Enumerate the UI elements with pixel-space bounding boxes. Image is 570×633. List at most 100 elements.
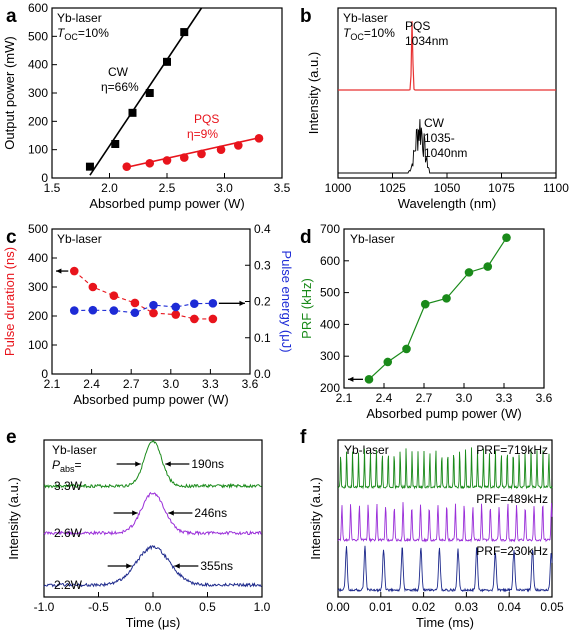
x-tick-label: 2.4 (83, 377, 100, 391)
peak-range-cw-2: 1040nm (424, 146, 467, 160)
y-tick-label: 200 (28, 309, 48, 323)
x-tick-label: 3.6 (242, 377, 259, 391)
y-axis-label: Intensity (a.u.) (6, 477, 21, 559)
x-axis-label: Time (μs) (126, 615, 181, 630)
panel-letter-a: a (6, 6, 17, 27)
data-point-pqs (234, 141, 243, 150)
panel-d: 2.1 2.4 2.7 3.0 3.3 3.6 200 300 400 500 600 700 Abso… (299, 222, 553, 421)
pulse-trace-2 (43, 545, 262, 588)
x-tick-label: 1025 (379, 181, 406, 195)
x-tick-label: 0.05 (540, 600, 564, 614)
y-right-tick-label: 0.4 (254, 222, 271, 236)
data-point-prf (464, 268, 474, 277)
series-line-prf (368, 237, 508, 380)
x-tick-label: 1.0 (254, 600, 271, 614)
fwhm-arrow-left-head (132, 510, 138, 516)
x-tick-label: 3.3 (496, 391, 513, 405)
x-tick-label: 3.5 (274, 181, 291, 195)
x-tick-label: 3.0 (456, 391, 473, 405)
peak-label-pqs: PQS (405, 19, 430, 33)
pulse-train-0 (337, 447, 553, 490)
data-point-cw (145, 89, 154, 97)
peak-wavelength-pqs: 1034nm (405, 34, 448, 48)
pump-power-label: 3.3W (54, 479, 83, 493)
y-right-tick-label: 0.3 (254, 258, 271, 272)
pump-power-label: 2.6W (54, 526, 83, 540)
data-point-energy (69, 306, 79, 315)
device-label: Yb-laser (57, 232, 102, 246)
panel-letter-b: b (300, 6, 312, 27)
data-point-duration (149, 308, 158, 318)
data-point-pqs (179, 153, 189, 162)
y-tick-label: 500 (320, 286, 340, 300)
fwhm-arrow-left-head (126, 563, 132, 569)
peak-label-cw: CW (424, 116, 445, 130)
device-label: Yb-laser (52, 443, 97, 457)
toc-label: TOC=10% (343, 26, 395, 42)
fwhm-arrow-right-head (168, 510, 174, 516)
data-point-cw (163, 57, 171, 66)
prf-label: PRF=489kHz (476, 492, 548, 506)
data-point-energy (109, 306, 119, 315)
y-tick-label: 100 (28, 143, 48, 157)
y-tick-label: 300 (320, 349, 340, 363)
data-point-energy (208, 299, 218, 308)
x-tick-label: 0.02 (412, 600, 436, 614)
data-point-prf (364, 375, 374, 384)
fwhm-arrow-right-head (174, 563, 180, 569)
x-tick-label: 2.0 (101, 181, 118, 195)
pulse-width-label: 190ns (191, 457, 224, 471)
pulse-width-label: 355ns (200, 559, 233, 573)
y-axis-label: PRF (kHz) (299, 278, 314, 339)
plot-frame (51, 228, 251, 375)
data-point-pqs (145, 158, 155, 168)
panel-a: 1.5 2.0 2.5 3.0 3.5 0 100 200 300 400 500 600 Absorb… (2, 1, 291, 211)
data-point-energy (149, 300, 158, 310)
y-tick-label: 0 (41, 171, 48, 185)
x-tick-label: -0.5 (88, 600, 109, 614)
pulse-width-label: 246ns (194, 506, 227, 520)
prf-label: PRF=719kHz (476, 443, 548, 457)
pump-power-label: 2.2W (54, 578, 83, 592)
data-point-duration (171, 310, 181, 319)
pulse-trace-1 (43, 491, 262, 537)
data-point-energy (88, 305, 98, 315)
y-axis-label: Output power (mW) (2, 36, 17, 149)
efficiency-label-pqs: η=9% (187, 127, 218, 141)
data-point-cw (111, 140, 120, 148)
data-point-prf (383, 357, 393, 367)
x-tick-label: 1100 (543, 181, 569, 195)
data-point-pqs (254, 134, 264, 143)
pulse-train-2 (337, 545, 553, 593)
spectrum-line-pqs (338, 21, 556, 91)
x-tick-label: 2.7 (416, 391, 433, 405)
y-tick-label: 300 (28, 280, 48, 294)
panel-b: 1000 1025 1050 1075 1100 Wavelength (nm) Inten… (306, 7, 569, 211)
x-tick-label: 2.1 (336, 391, 353, 405)
x-tick-label: 2.5 (159, 181, 176, 195)
x-axis-label: Absorbed pump power (W) (73, 392, 228, 407)
y-tick-label: 200 (28, 114, 48, 128)
axis-arrow-left-head (56, 268, 62, 274)
y-axis-label: Intensity (a.u.) (308, 477, 323, 559)
fwhm-arrow-right-head (165, 461, 171, 467)
x-tick-label: 1000 (325, 181, 352, 195)
x-tick-label: 2.4 (376, 391, 393, 405)
x-tick-label: 0.5 (199, 600, 216, 614)
x-axis-label: Absorbed pump power (W) (366, 406, 521, 421)
panel-letter-f: f (300, 427, 307, 448)
series-label-cw: CW (108, 65, 129, 79)
x-axis-label: Time (ms) (416, 615, 474, 630)
panel-letter-c: c (6, 227, 17, 248)
x-tick-label: 2.1 (44, 377, 61, 391)
data-point-prf (420, 299, 430, 309)
device-label: Yb-laser (343, 11, 388, 25)
y-tick-label: 600 (320, 254, 340, 268)
y-tick-label: 400 (320, 317, 340, 331)
y-tick-label: 200 (320, 381, 340, 395)
x-tick-label: 0.00 (326, 600, 350, 614)
data-point-energy (190, 299, 199, 308)
peak-range-cw-1: 1035- (424, 131, 455, 145)
device-label: Yb-laser (344, 443, 389, 457)
